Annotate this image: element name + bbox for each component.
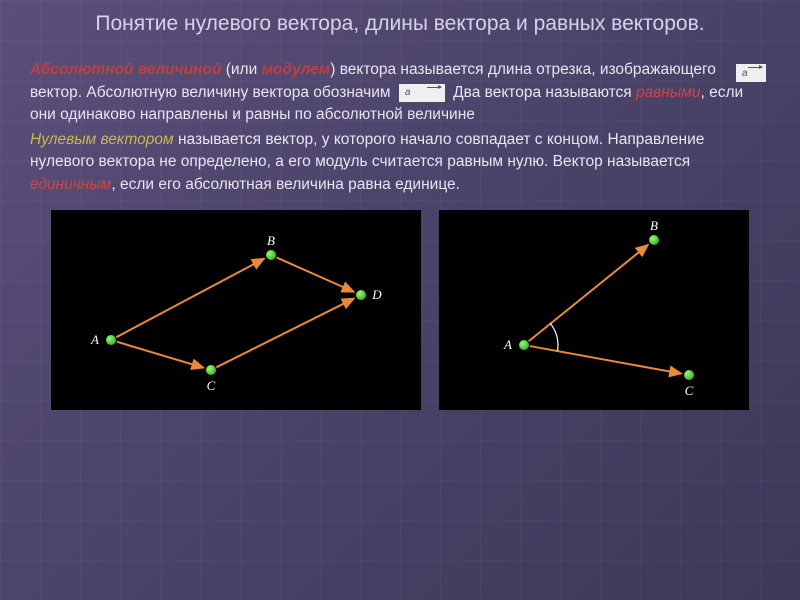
slide: Понятие нулевого вектора, длины вектора …	[0, 0, 800, 600]
point-label-D: D	[372, 287, 381, 303]
diagram-angle: A B C	[439, 210, 749, 410]
point-B	[649, 235, 659, 245]
point-A	[519, 340, 529, 350]
term-unit-vector: единичным	[30, 176, 111, 193]
point-label-B: B	[267, 233, 275, 249]
point-D	[356, 290, 366, 300]
text: , если его абсолютная величина равна еди…	[111, 176, 460, 193]
vector-BD	[276, 258, 353, 292]
body-text: Абсолютной величиной (или модулем) векто…	[30, 59, 770, 196]
vector-notation-icon: a	[399, 84, 445, 102]
slide-title: Понятие нулевого вектора, длины вектора …	[30, 10, 770, 37]
vector-AC	[117, 342, 204, 368]
angle-arc	[550, 323, 558, 351]
point-label-A: A	[504, 337, 512, 353]
point-C	[684, 370, 694, 380]
vectors-svg	[439, 210, 749, 410]
term-equal: равными	[636, 84, 701, 101]
paragraph-1: Абсолютной величиной (или модулем) векто…	[30, 59, 770, 126]
point-A	[106, 335, 116, 345]
vector-AB	[529, 245, 648, 341]
vector-AB	[116, 259, 264, 337]
term-modulus: модулем	[262, 61, 331, 78]
vectors-svg	[51, 210, 421, 410]
point-label-C: C	[685, 383, 694, 399]
point-B	[266, 250, 276, 260]
vector-AC	[530, 346, 681, 373]
term-absolute: Абсолютной величиной	[30, 61, 221, 78]
point-label-A: A	[91, 332, 99, 348]
vector-CD	[216, 299, 353, 368]
diagram-parallelogram: A B C D	[51, 210, 421, 410]
point-label-C: C	[207, 378, 216, 394]
diagrams-row: A B C D A B C	[30, 210, 770, 410]
paragraph-2: Нулевым вектором называется вектор, у ко…	[30, 129, 770, 196]
text: Два вектора называются	[449, 84, 636, 101]
point-label-B: B	[650, 218, 658, 234]
text: (или	[221, 61, 261, 78]
point-C	[206, 365, 216, 375]
term-null-vector: Нулевым вектором	[30, 131, 174, 148]
vector-notation-aside-icon: a	[736, 64, 766, 82]
